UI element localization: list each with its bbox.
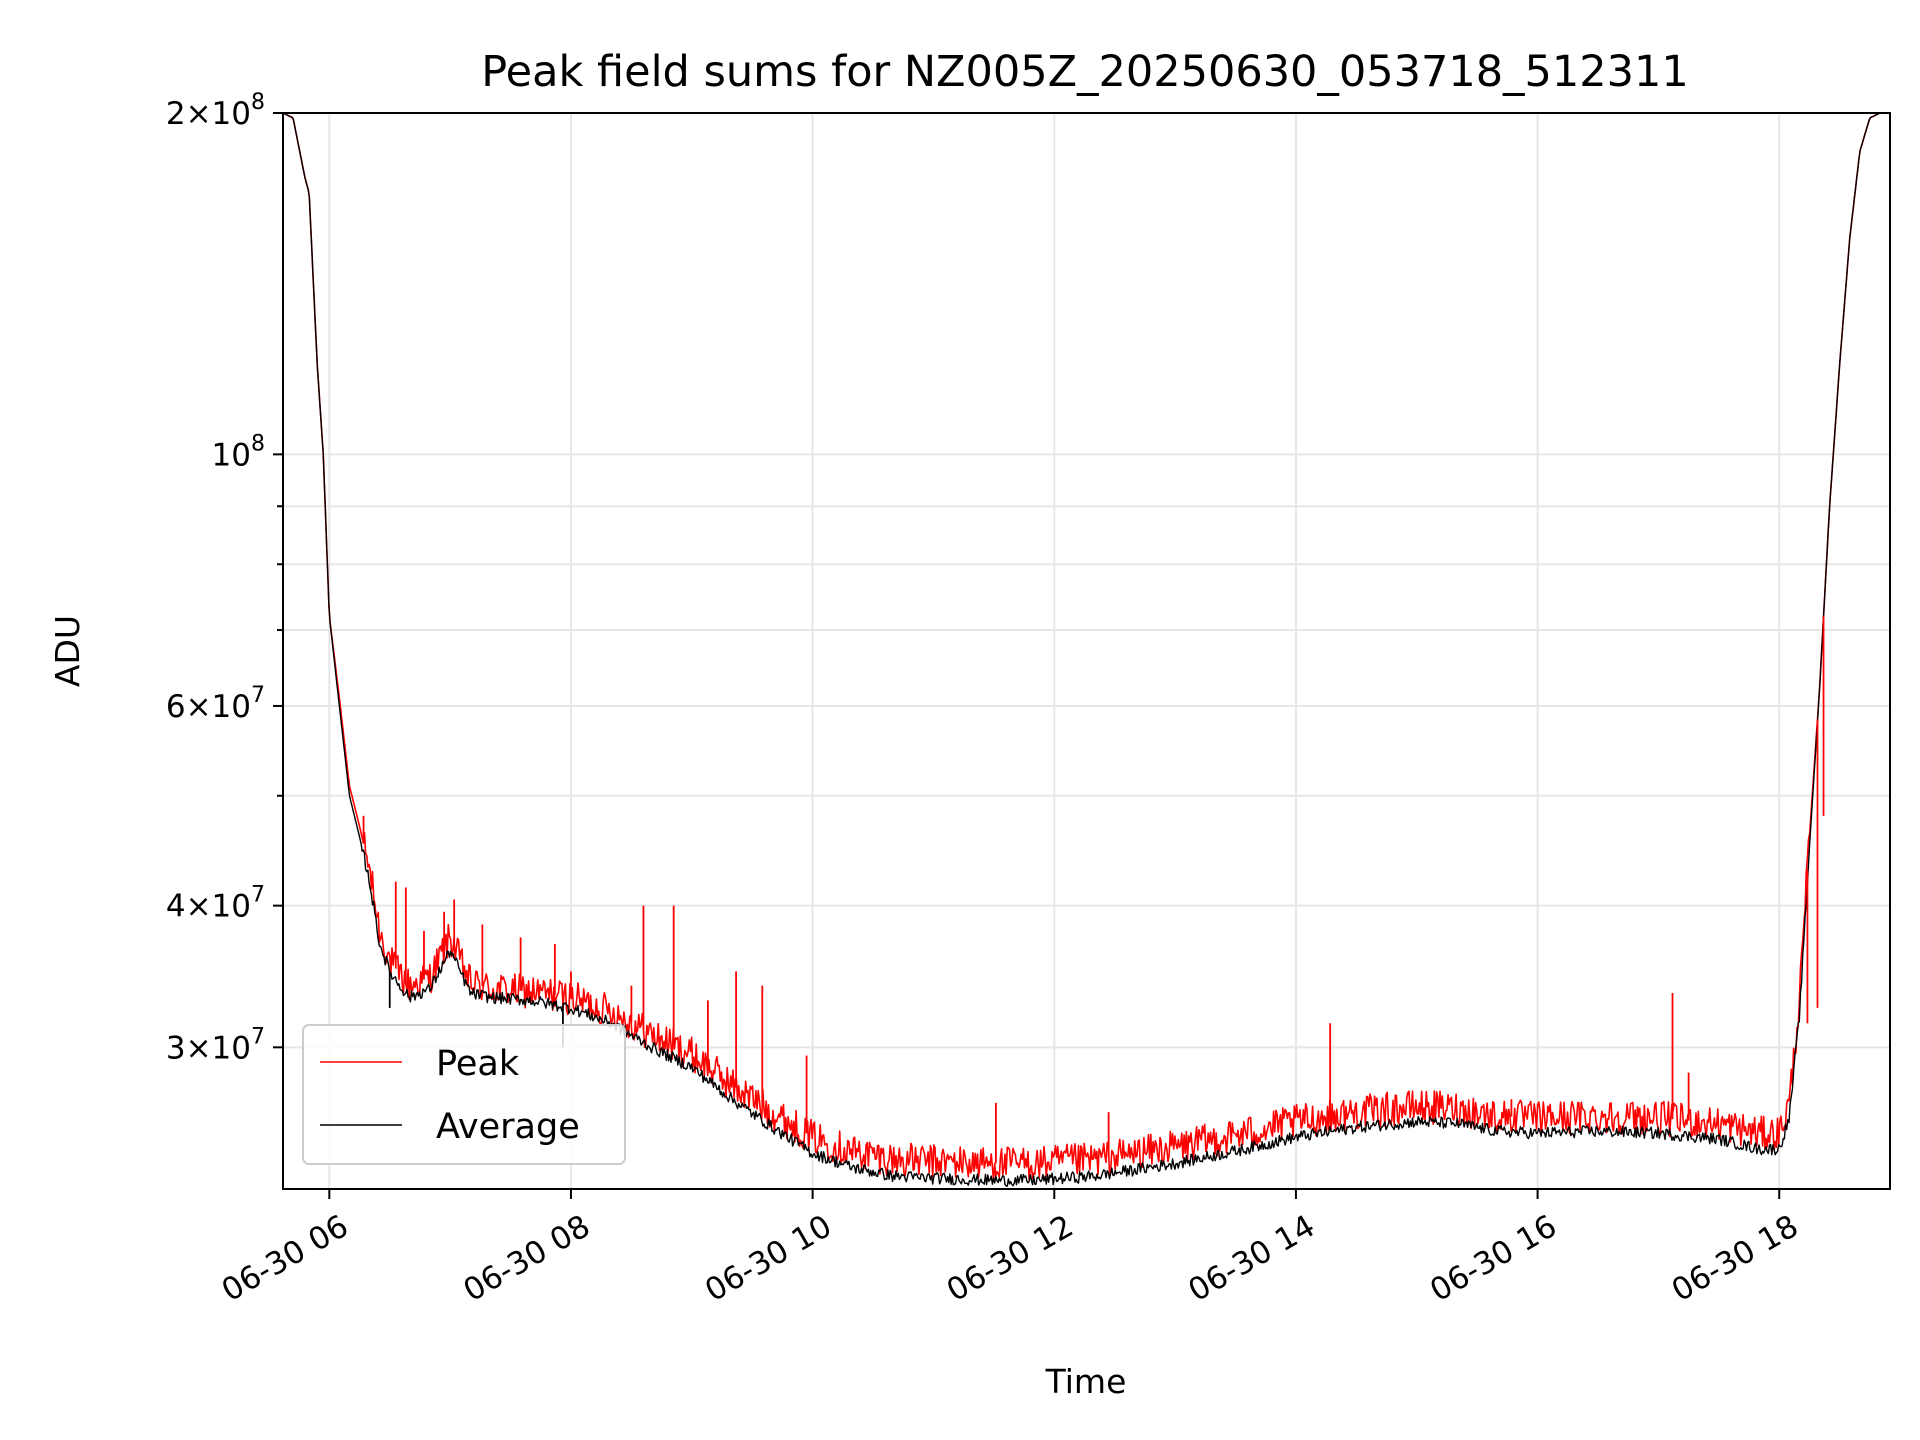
y-tick-label: 2×108 — [166, 90, 265, 132]
y-tick-label: 4×107 — [166, 883, 265, 925]
plot-frame — [282, 112, 1891, 1190]
y-tick-label: 108 — [212, 431, 265, 473]
legend-label-peak: Peak — [436, 1044, 520, 1084]
series-layer — [283, 113, 1890, 1187]
y-tick-label: 3×107 — [166, 1024, 265, 1066]
y-tick-label: 6×107 — [166, 683, 265, 725]
series-line-average — [283, 113, 1890, 1187]
legend: Peak Average — [302, 1024, 626, 1165]
x-axis-label: Time — [1045, 1362, 1127, 1401]
legend-box — [302, 1024, 626, 1165]
chart-title: Peak field sums for NZ005Z_20250630_0537… — [481, 47, 1688, 97]
y-axis-label: ADU — [48, 615, 87, 687]
legend-label-average: Average — [436, 1107, 580, 1147]
